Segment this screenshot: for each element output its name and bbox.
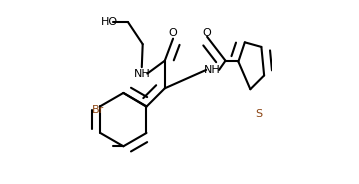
Text: NH: NH: [134, 69, 150, 79]
Text: HO: HO: [101, 17, 118, 27]
Text: S: S: [255, 109, 262, 119]
Text: O: O: [203, 28, 211, 38]
Text: O: O: [169, 28, 177, 38]
Text: Br: Br: [92, 105, 104, 115]
Text: NH: NH: [204, 65, 221, 75]
